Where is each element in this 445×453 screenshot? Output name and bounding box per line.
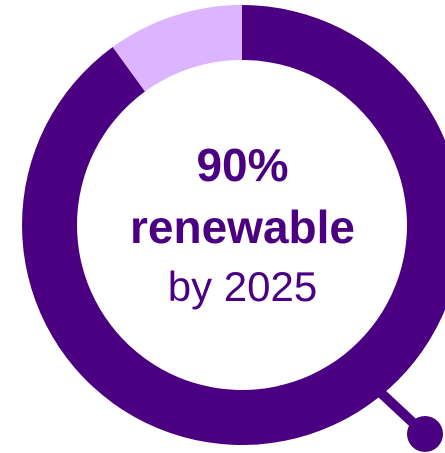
donut-slice-other — [112, 5, 242, 92]
donut-slices — [22, 5, 445, 445]
pointer-dot — [407, 416, 443, 452]
center-renewable-label: renewable — [130, 201, 355, 253]
center-percent-label: 90% — [196, 139, 289, 191]
center-year-label: by 2025 — [167, 263, 318, 310]
